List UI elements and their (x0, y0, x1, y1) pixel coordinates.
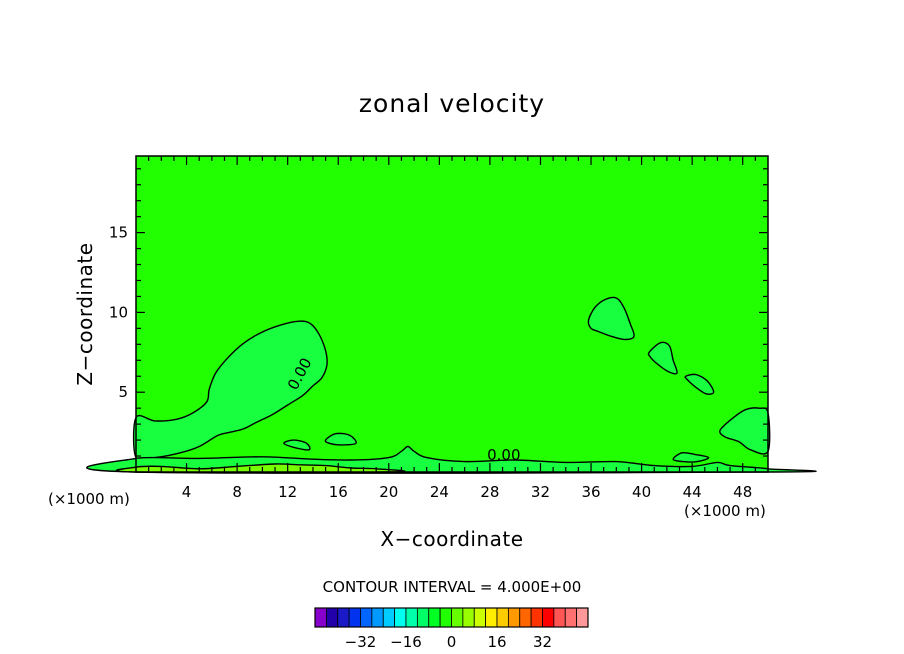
contour-region-4 (719, 407, 771, 455)
colorbar-tick-label: 16 (487, 633, 506, 651)
x-tick-label: 32 (531, 483, 550, 501)
colorbar-tick-label: 0 (447, 633, 457, 651)
chart-title: zonal velocity (359, 89, 545, 118)
contour-region-1 (587, 296, 635, 341)
y-tick-label: 15 (109, 224, 128, 242)
x-tick-label: 4 (182, 483, 192, 501)
contour-region-0 (132, 320, 328, 462)
colorbar-swatch (314, 607, 327, 628)
x-tick-label: 20 (379, 483, 398, 501)
colorbar-swatch (371, 607, 384, 628)
colorbar-frame (314, 607, 589, 628)
y-axis-ticks: 5 10 15 (109, 168, 768, 457)
colorbar-tick-label: −16 (390, 633, 422, 651)
x-tick-label: 44 (683, 483, 702, 501)
colorbar-swatch (348, 607, 361, 628)
colorbar (314, 607, 589, 628)
y-tick-label: 10 (109, 303, 128, 321)
x-tick-label: 24 (430, 483, 449, 501)
x-tick-label: 40 (632, 483, 651, 501)
x-tick-label: 48 (733, 483, 752, 501)
colorbar-swatch (530, 607, 543, 628)
colorbar-swatch (382, 607, 396, 628)
colorbar-swatch (325, 607, 339, 628)
contour-region-2 (647, 341, 678, 375)
colorbar-tick-label: 32 (533, 633, 552, 651)
colorbar-swatch (405, 607, 418, 628)
y-tick-label: 5 (118, 383, 128, 401)
colorbar-swatch (462, 607, 475, 628)
colorbar-swatch (496, 607, 509, 628)
x-tick-label: 12 (278, 483, 297, 501)
x-tick-label: 16 (329, 483, 348, 501)
contour-region-5 (283, 439, 311, 451)
x-tick-label: 36 (581, 483, 600, 501)
colorbar-swatch (542, 607, 555, 628)
colorbar-swatch (451, 607, 464, 628)
contour-region-8 (672, 451, 710, 463)
colorbar-swatch (360, 607, 373, 628)
colorbar-swatch (337, 607, 350, 628)
colorbar-tick-label: −32 (345, 633, 377, 651)
colorbar-swatch (416, 607, 430, 628)
colorbar-swatch (439, 607, 452, 628)
y-axis-label: Z−coordinate (73, 242, 97, 385)
colorbar-tick-labels: −32 −16 0 16 32 (345, 633, 552, 651)
colorbar-swatch (428, 607, 441, 628)
colorbar-swatch (576, 607, 589, 628)
contour-interval-note: CONTOUR INTERVAL = 4.000E+00 (323, 578, 582, 596)
contour-label: 0.00 (487, 446, 520, 464)
x-axis-label: X−coordinate (380, 527, 523, 551)
colorbar-swatch (394, 607, 407, 628)
colorbar-swatch (507, 607, 521, 628)
contour-region-6 (324, 432, 357, 446)
colorbar-swatch (553, 607, 566, 628)
colorbar-swatch (564, 607, 578, 628)
x-unit-label-left: (×1000 m) (48, 490, 130, 508)
colorbar-swatch (473, 607, 487, 628)
x-axis-ticks: 4 8 12 16 20 24 28 32 36 40 44 48 (148, 156, 756, 501)
colorbar-swatch (485, 607, 498, 628)
x-tick-label: 28 (480, 483, 499, 501)
contour-region-3 (684, 373, 715, 395)
x-tick-label: 8 (232, 483, 242, 501)
colorbar-swatch (519, 607, 532, 628)
x-unit-label-right: (×1000 m) (684, 502, 766, 520)
